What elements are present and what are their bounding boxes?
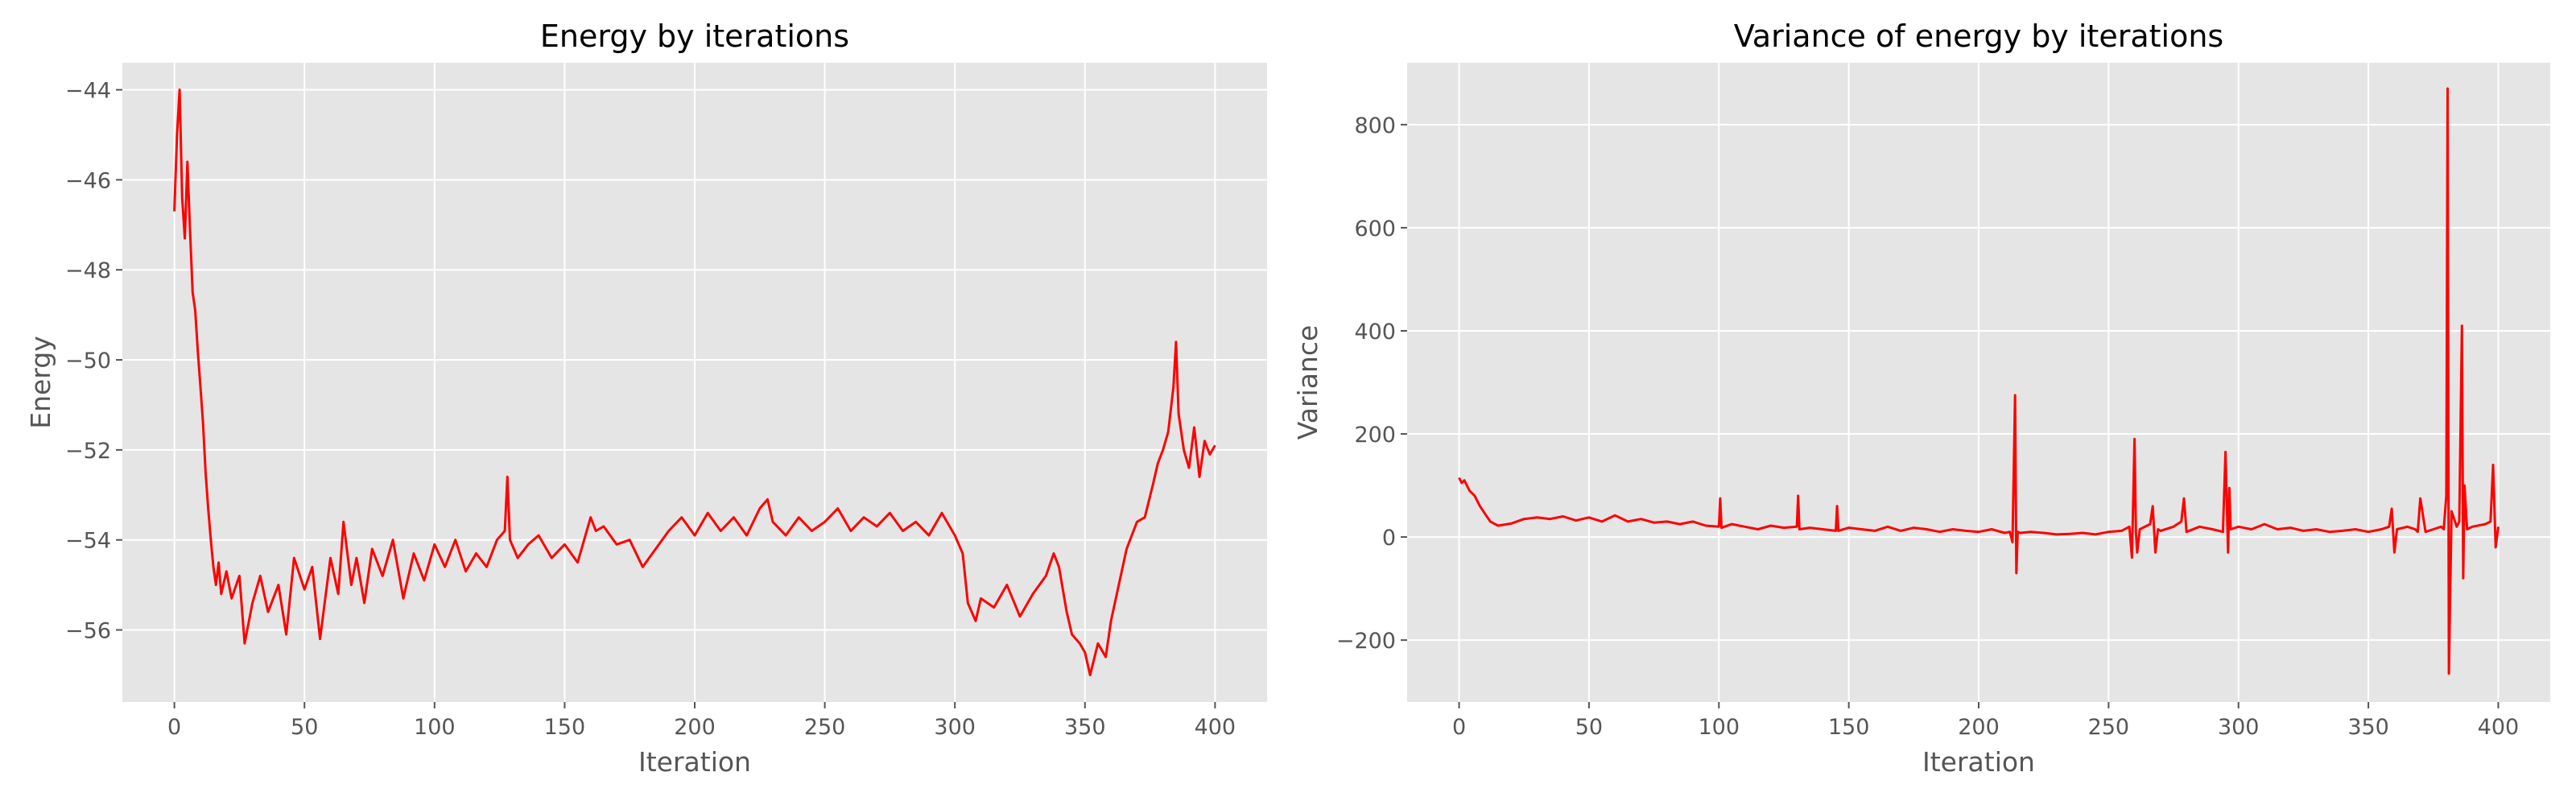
y-tick-label: 400 (1354, 320, 1396, 345)
y-tick-label: −56 (65, 619, 111, 644)
x-tick-label: 200 (1958, 715, 2000, 740)
x-axis-label: Iteration (1922, 746, 2035, 778)
x-tick-label: 350 (2347, 715, 2389, 740)
y-tick-label: −46 (65, 168, 111, 193)
y-axis-label: Variance (1292, 325, 1323, 440)
x-tick-label: 100 (414, 715, 456, 740)
x-tick-label: 400 (2478, 715, 2520, 740)
y-tick-label: 800 (1354, 114, 1396, 138)
x-tick-label: 100 (1698, 715, 1740, 740)
chart-title: Energy by iterations (540, 19, 849, 54)
x-tick-label: 200 (674, 715, 716, 740)
y-tick-label: −200 (1336, 629, 1396, 654)
y-tick-label: −48 (65, 258, 111, 283)
x-tick-label: 50 (1575, 715, 1603, 740)
x-tick-label: 300 (934, 715, 976, 740)
y-tick-label: −50 (65, 349, 111, 374)
x-tick-label: 150 (1828, 715, 1870, 740)
y-tick-label: 200 (1354, 423, 1396, 448)
series-line (173, 89, 1216, 676)
y-tick-label: 600 (1354, 217, 1396, 242)
y-tick-label: 0 (1382, 526, 1396, 551)
chart-title: Variance of energy by iterations (1734, 19, 2223, 54)
x-axis-label: Iteration (638, 746, 751, 778)
x-tick-label: 350 (1064, 715, 1106, 740)
x-tick-label: 0 (1452, 715, 1466, 740)
x-tick-label: 300 (2218, 715, 2260, 740)
x-tick-label: 250 (2088, 715, 2130, 740)
y-tick-label: −52 (65, 439, 111, 464)
variance-chart: 0 50 100 150 200 250 300 350 400 −200 0 200 400 600 80… (1292, 19, 2550, 778)
x-tick-label: 250 (804, 715, 846, 740)
energy-chart: 0 50 100 150 200 250 300 350 400 −56 −54 −52 −50 −48 −… (25, 19, 1267, 778)
y-axis-label: Energy (25, 336, 56, 429)
x-tick-label: 150 (544, 715, 586, 740)
x-tick-label: 50 (291, 715, 318, 740)
x-tick-label: 0 (167, 715, 181, 740)
x-tick-label: 400 (1195, 715, 1236, 740)
series-line (1458, 87, 2500, 675)
y-tick-label: −44 (65, 79, 111, 104)
y-tick-label: −54 (65, 529, 111, 554)
